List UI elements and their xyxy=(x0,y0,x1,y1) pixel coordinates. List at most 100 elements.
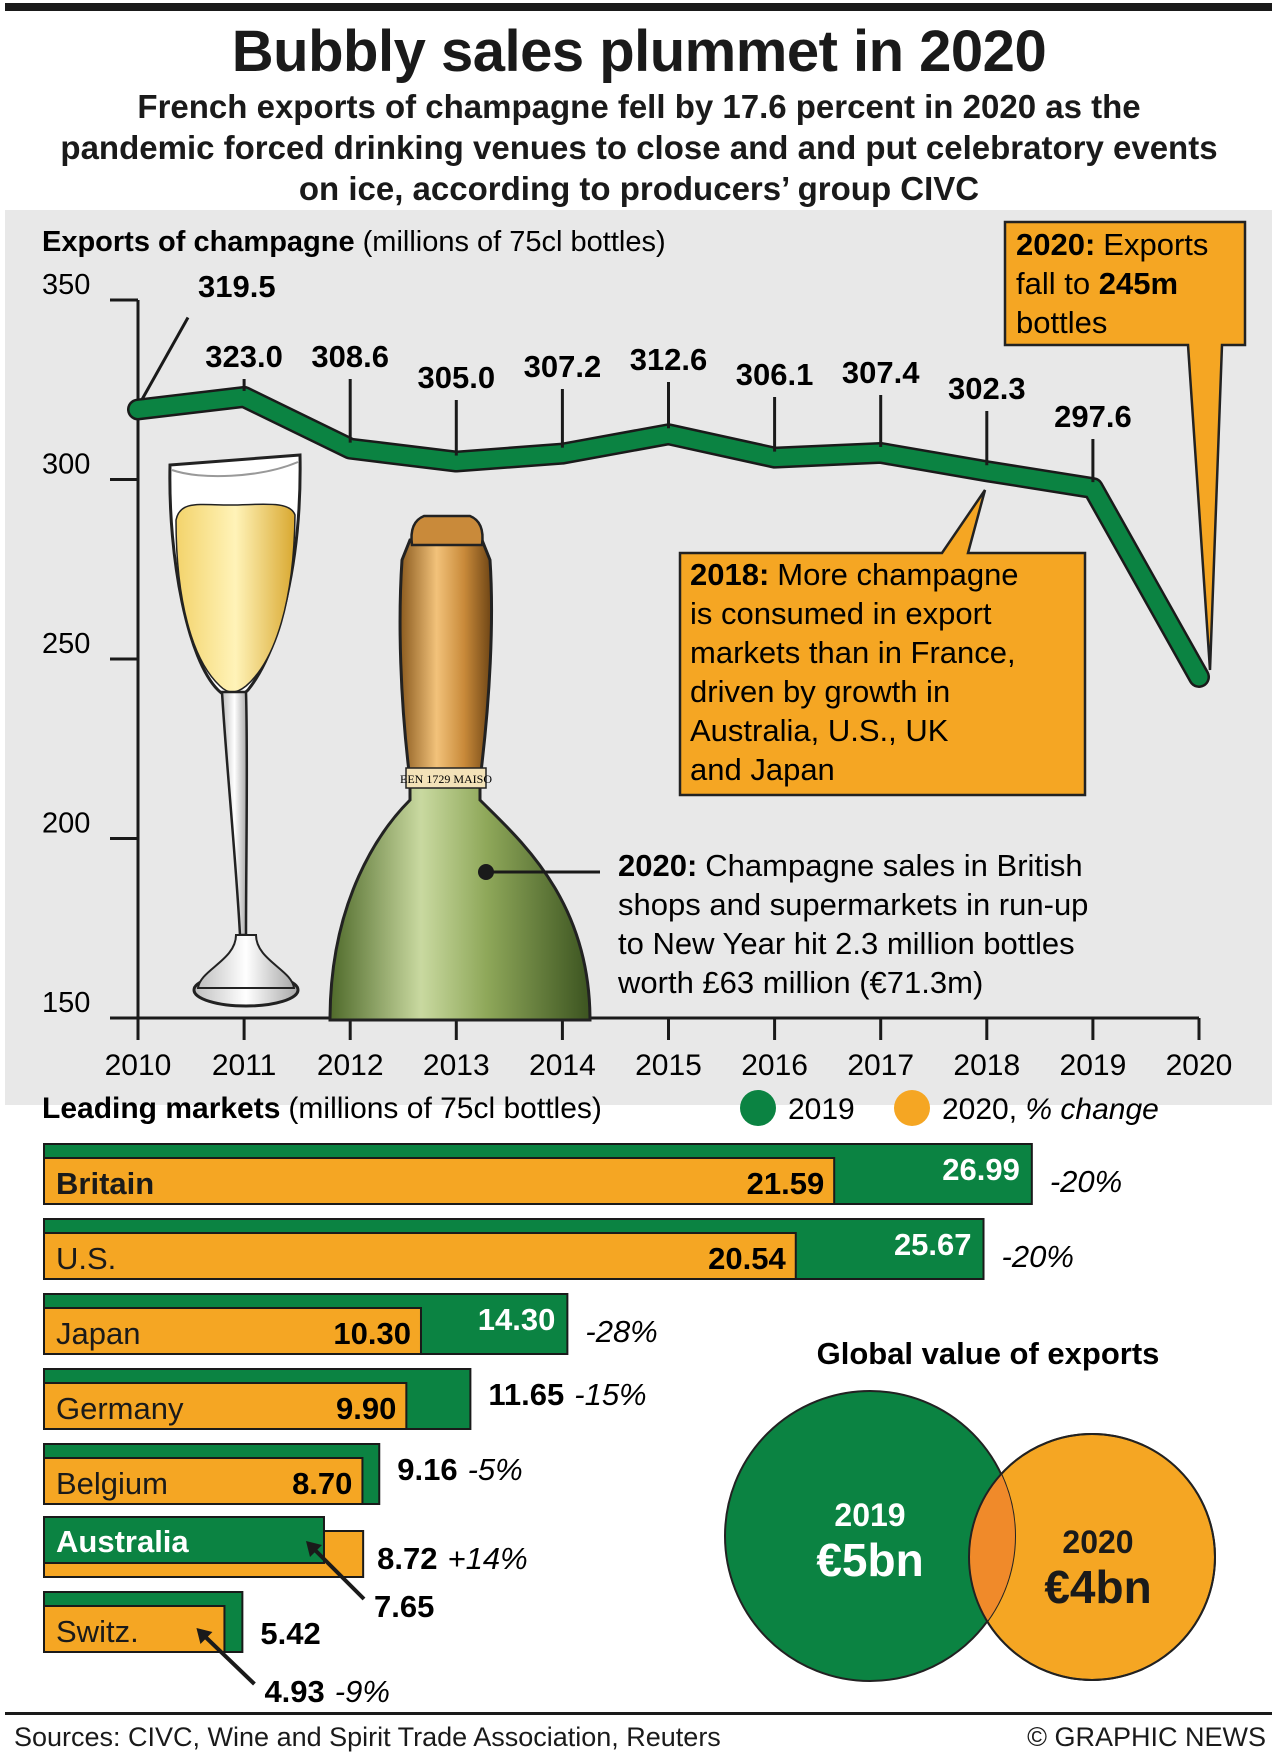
annotation-2020-text-3: bottles xyxy=(1016,305,1107,340)
line-chart: Exports of champagne (millions of 75cl bo… xyxy=(42,220,1247,1082)
bar-category-label: U.S. xyxy=(56,1241,116,1276)
value-2020-year: 2020 xyxy=(1062,1524,1133,1560)
bar-group-switz: Switz. 5.42 4.93 -9% xyxy=(43,1591,390,1709)
x-tick-label: 2018 xyxy=(953,1049,1020,1082)
y-axis: 350 300 250 200 150 xyxy=(42,269,140,1020)
bar-2020-value: 8.70 xyxy=(292,1466,352,1501)
bar-2019-value: 11.65 -15% xyxy=(488,1377,646,1412)
data-labels: 319.5 323.0 308.6 305.0 307.2 312.6 306.1 307.4… xyxy=(198,269,1132,434)
annotation-2018-line-5: Australia, U.S., UK xyxy=(690,713,949,748)
bar-chart: Leading markets (millions of 75cl bottles… xyxy=(42,1090,1159,1709)
bar-groups: Britain 21.59 26.99 -20% U.S. 20.54 25.67 -20% J… xyxy=(43,1143,1122,1709)
bar-group-britain: Britain 21.59 26.99 -20% xyxy=(43,1143,1122,1205)
line-chart-title: Exports of champagne (millions of 75cl bo… xyxy=(42,226,666,258)
bar-category-label: Switz. xyxy=(56,1614,139,1649)
top-rule xyxy=(5,3,1272,11)
british-sales-line-4: worth £63 million (€71.3m) xyxy=(617,965,983,1000)
legend-2020-swatch xyxy=(894,1090,930,1126)
x-tick-label: 2015 xyxy=(635,1049,702,1082)
value-2019-year: 2019 xyxy=(834,1497,905,1533)
bar-2020-value: 20.54 xyxy=(708,1241,786,1276)
annotation-2020-text-1: 2020: Exports xyxy=(1016,227,1208,262)
x-tick-label: 2012 xyxy=(317,1049,384,1082)
bar-2019-value: 7.65 xyxy=(374,1589,434,1624)
bar-2019 xyxy=(43,1516,325,1564)
x-axis: 2010 2011 2012 2013 2014 2015 2016 2017 2018 2019… xyxy=(105,1016,1233,1082)
bar-chart-title: Leading markets (millions of 75cl bottles… xyxy=(42,1092,602,1125)
x-tick-label: 2014 xyxy=(529,1049,596,1082)
global-value-title: Global value of exports xyxy=(817,1336,1160,1371)
y-tick-label: 200 xyxy=(42,808,90,840)
british-sales-line-1: 2020: Champagne sales in British xyxy=(618,848,1083,883)
x-tick-label: 2013 xyxy=(423,1049,490,1082)
data-label: 323.0 xyxy=(205,339,283,374)
value-2020-amount: €4bn xyxy=(1044,1561,1151,1613)
annotation-2020-text-2: fall to 245m xyxy=(1016,266,1178,301)
legend-2019-swatch xyxy=(740,1090,776,1126)
bar-2019-value: 14.30 xyxy=(478,1302,556,1337)
data-label-leaders xyxy=(140,316,1095,483)
bar-2019-value: 25.67 xyxy=(894,1227,972,1262)
data-label: 305.0 xyxy=(418,360,496,395)
bottle-label-text: EEN 1729 MAISO xyxy=(400,772,492,786)
bar-legend: 2019 2020, % change xyxy=(740,1090,1159,1126)
x-tick-label: 2011 xyxy=(212,1049,277,1082)
bar-2020 xyxy=(43,1307,422,1355)
x-tick-label: 2010 xyxy=(105,1049,172,1082)
bar-2020 xyxy=(43,1605,226,1653)
bar-2020 xyxy=(43,1157,836,1205)
legend-2020-label: 2020, % change xyxy=(942,1093,1159,1126)
bar-change-label: -20% xyxy=(1050,1164,1122,1199)
annotation-2018-line-4: driven by growth in xyxy=(690,674,950,709)
credit-text: © GRAPHIC NEWS xyxy=(1027,1722,1266,1752)
bar-group-germany: Germany 9.90 11.65 -15% xyxy=(43,1368,647,1430)
annotation-2020-british-sales: 2020: Champagne sales in British shops an… xyxy=(478,848,1088,1000)
bar-category-label: Belgium xyxy=(56,1466,168,1501)
data-label: 307.2 xyxy=(524,349,602,384)
y-tick-label: 300 xyxy=(42,449,90,481)
bar-2020-value: 21.59 xyxy=(747,1166,825,1201)
data-label: 319.5 xyxy=(198,269,276,304)
bar-group-belgium: Belgium 8.70 9.16 -5% xyxy=(43,1443,523,1505)
x-tick-label: 2020 xyxy=(1166,1049,1233,1082)
annotation-2018-consumption: 2018: More champagne is consumed in expor… xyxy=(678,489,1087,797)
annotation-2020-exports: 2020: Exports fall to 245m bottles xyxy=(1003,220,1247,671)
bar-category-label: Australia xyxy=(56,1524,189,1559)
bar-2020-value: 8.72 +14% xyxy=(377,1541,527,1576)
sources-text: Sources: CIVC, Wine and Spirit Trade Ass… xyxy=(14,1722,721,1752)
british-sales-line-2: shops and supermarkets in run-up xyxy=(618,887,1088,922)
data-label: 307.4 xyxy=(842,355,920,390)
x-tick-label: 2016 xyxy=(741,1049,808,1082)
global-value-chart: Global value of exports 2019 €5bn 2020 €… xyxy=(724,1336,1216,1682)
annotation-2018-line-6: and Japan xyxy=(690,752,835,787)
bar-category-label: Japan xyxy=(56,1316,140,1351)
bar-2019-value: 9.16 -5% xyxy=(397,1452,522,1487)
data-label: 312.6 xyxy=(630,342,708,377)
bar-2019-value: 5.42 xyxy=(260,1616,320,1651)
data-label: 302.3 xyxy=(948,371,1026,406)
annotation-2018-line-1: 2018: More champagne xyxy=(690,557,1019,592)
bar-2020 xyxy=(43,1232,797,1280)
bar-category-label: Germany xyxy=(56,1391,184,1426)
page-subtitle: French exports of champagne fell by 17.6… xyxy=(60,88,1218,207)
bar-category-label: Britain xyxy=(56,1166,154,1201)
bar-2020 xyxy=(43,1382,408,1430)
exports-line xyxy=(129,388,1208,686)
bar-change-label: -28% xyxy=(585,1314,657,1349)
bar-group-japan: Japan 10.30 14.30 -28% xyxy=(43,1293,658,1355)
y-tick-label: 250 xyxy=(42,628,90,660)
british-sales-line-3: to New Year hit 2.3 million bottles xyxy=(618,926,1075,961)
bar-2020-value: 10.30 xyxy=(333,1316,411,1351)
bar-2019-value: 26.99 xyxy=(942,1152,1020,1187)
page-title: Bubbly sales plummet in 2020 xyxy=(231,19,1047,84)
champagne-glass-illustration xyxy=(168,453,302,1008)
value-2019-amount: €5bn xyxy=(816,1534,923,1586)
annotation-2018-line-3: markets than in France, xyxy=(690,635,1016,670)
x-tick-label: 2017 xyxy=(847,1049,914,1082)
bar-2020-value: 9.90 xyxy=(336,1391,396,1426)
bar-2020 xyxy=(43,1457,364,1505)
data-label: 308.6 xyxy=(311,339,389,374)
exports-line-series xyxy=(127,385,1210,688)
legend-2019-label: 2019 xyxy=(788,1093,855,1126)
